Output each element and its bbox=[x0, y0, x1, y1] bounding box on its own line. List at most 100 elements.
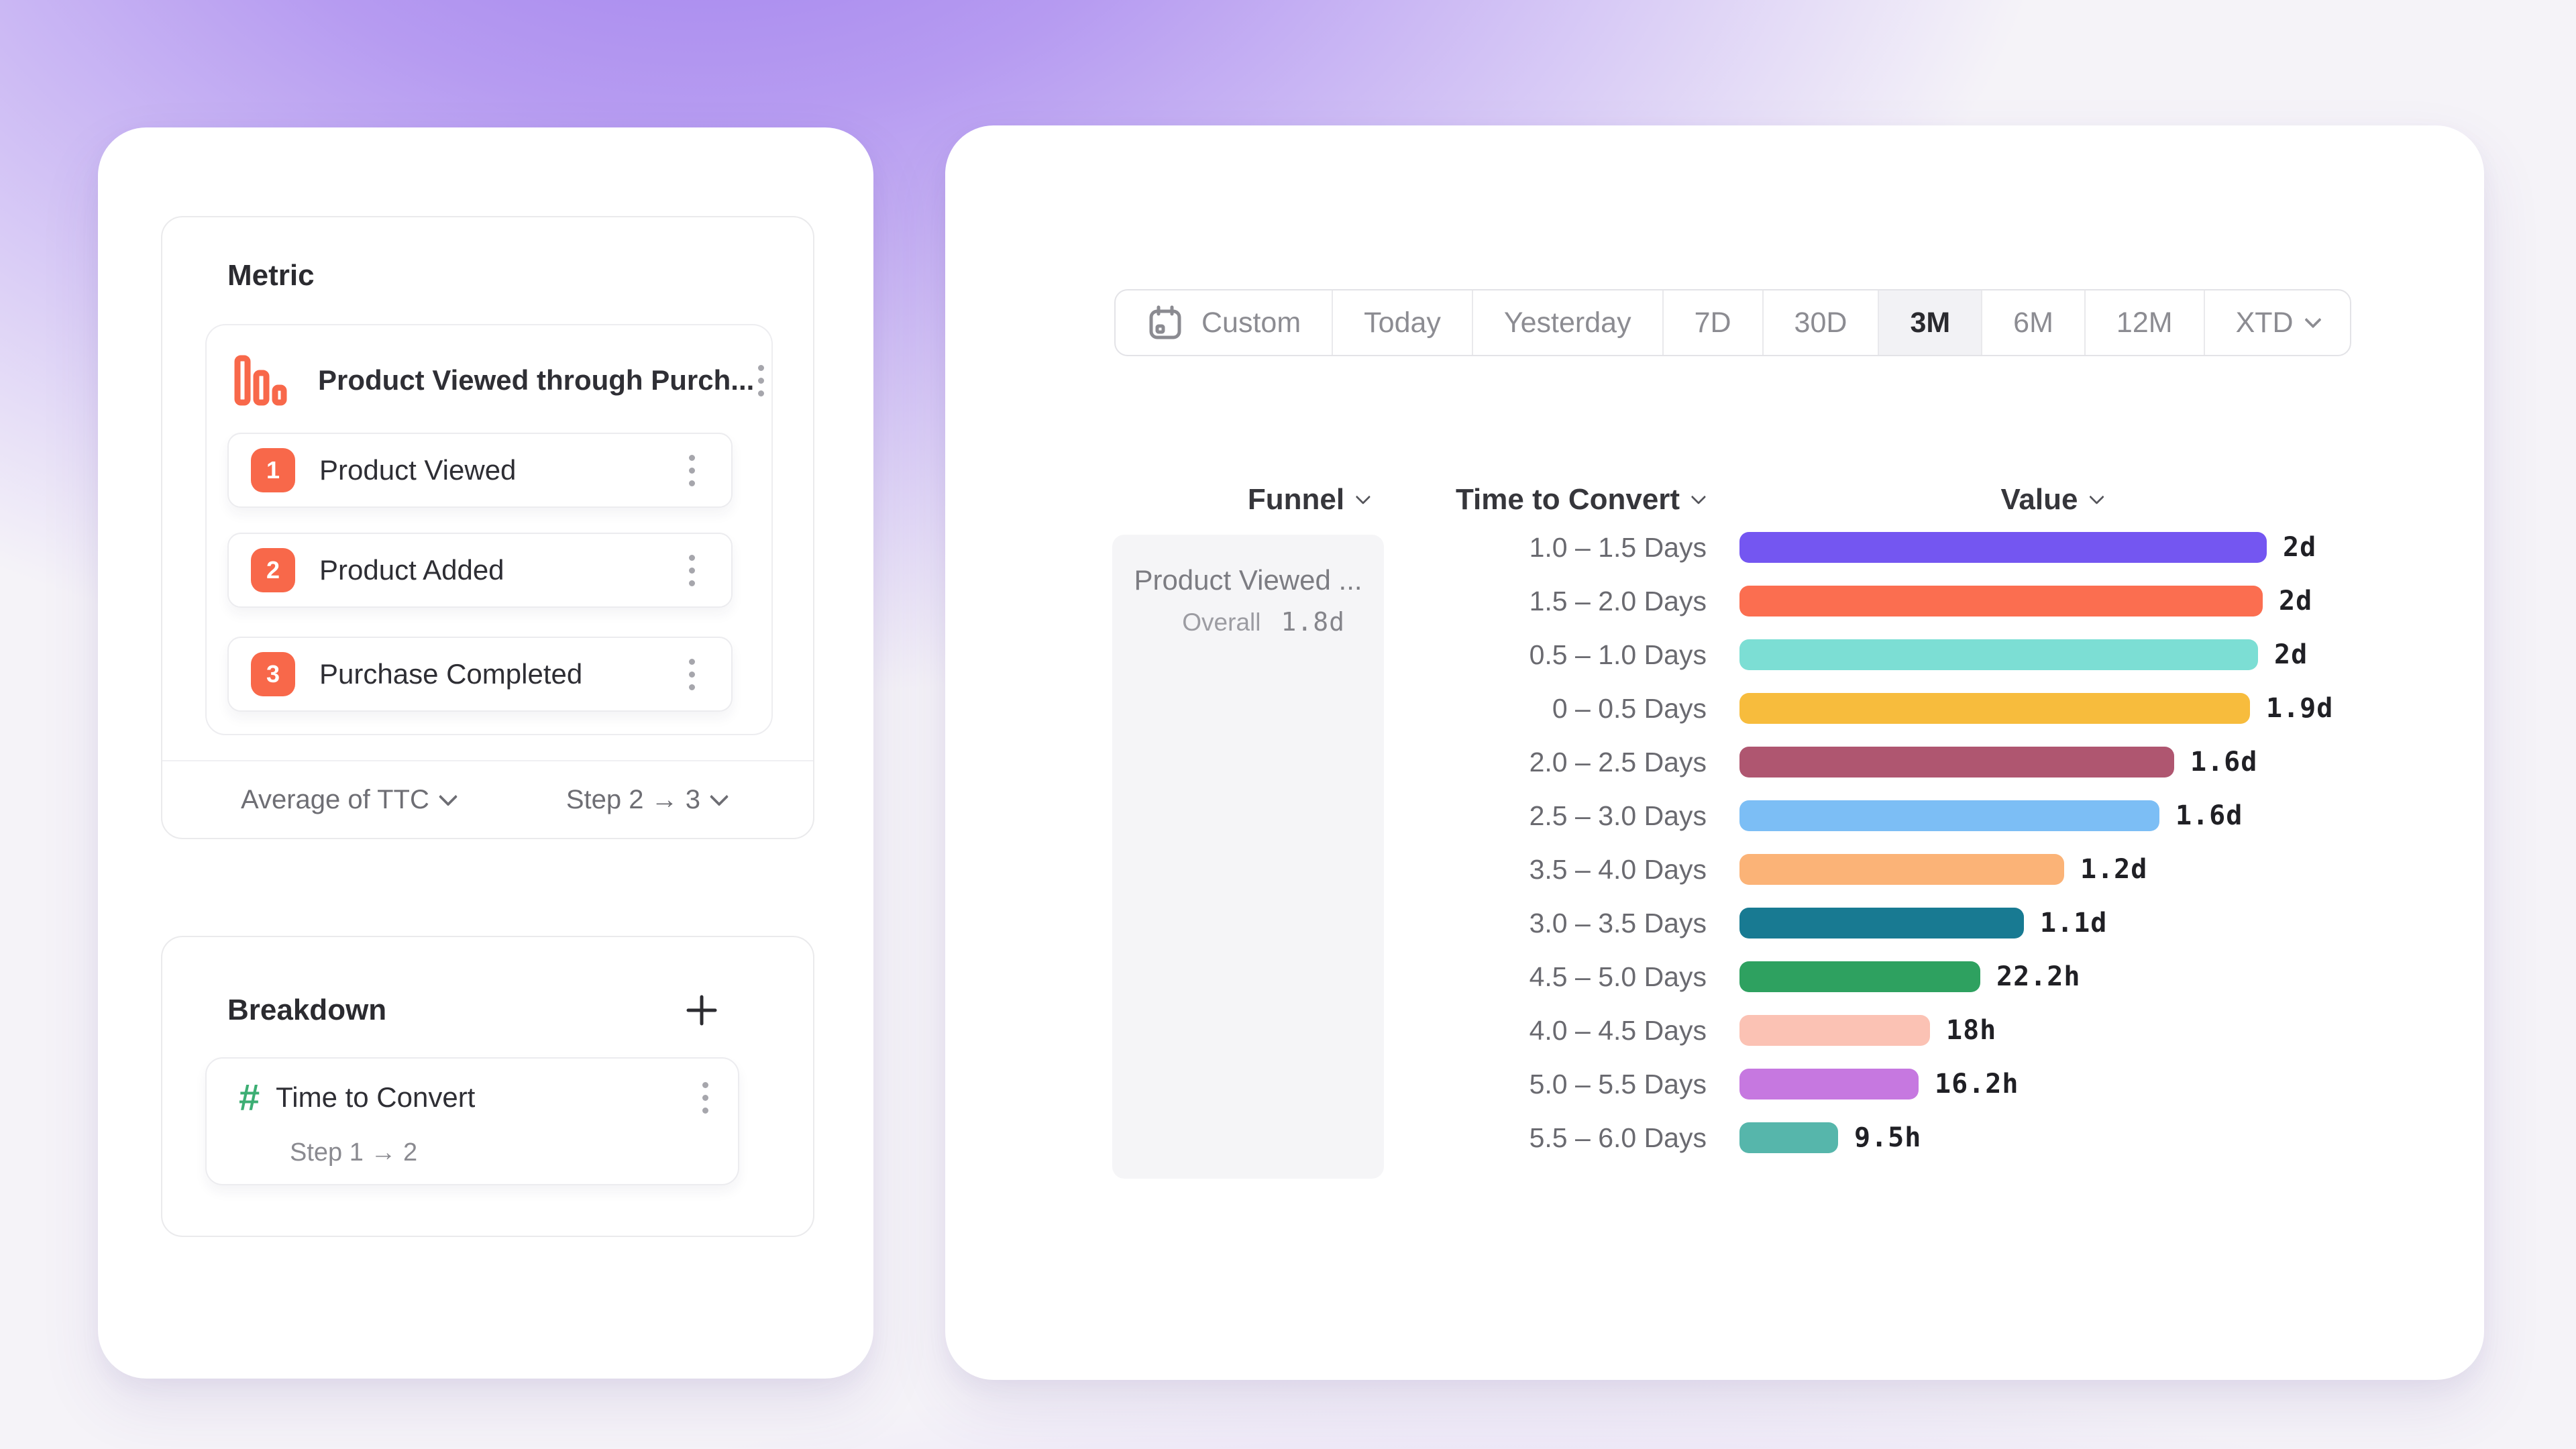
date-range-tab-yesterday[interactable]: Yesterday bbox=[1473, 290, 1664, 355]
date-range-selector: Custom Today Yesterday 7D 30D 3M 6M 12M XTD bbox=[1114, 289, 2351, 356]
date-range-tab-label: Yesterday bbox=[1503, 306, 1631, 339]
calendar-icon bbox=[1146, 304, 1184, 341]
bar-category-label: 4.0 – 4.5 Days bbox=[1529, 1014, 1707, 1046]
breakdown-bar-row: 2.5 – 3.0 Days 1.6d bbox=[945, 800, 2484, 831]
bar[interactable] bbox=[1739, 961, 1980, 992]
date-range-tab-label: XTD bbox=[2235, 306, 2294, 339]
bar[interactable] bbox=[1739, 1122, 1838, 1153]
funnel-metric-header[interactable]: Product Viewed through Purch... bbox=[233, 352, 765, 409]
date-range-tab-label: 7D bbox=[1694, 306, 1731, 339]
breakdown-bar-row: 4.0 – 4.5 Days 18h bbox=[945, 1015, 2484, 1046]
bar-value-label: 1.9d bbox=[2266, 693, 2334, 724]
breakdown-item-label: Time to Convert bbox=[276, 1081, 476, 1113]
date-range-tab-today[interactable]: Today bbox=[1333, 290, 1473, 355]
kebab-menu-icon[interactable] bbox=[754, 361, 768, 400]
measurement-dropdown-label: Average of TTC bbox=[241, 784, 429, 814]
kebab-menu-icon[interactable] bbox=[685, 551, 699, 590]
chevron-down-icon bbox=[1690, 489, 1707, 505]
metric-footer: Average of TTC Step 2 → 3 bbox=[162, 760, 813, 838]
bar[interactable] bbox=[1739, 639, 2258, 670]
plus-icon bbox=[686, 995, 717, 1026]
step-number-badge: 3 bbox=[251, 652, 295, 696]
bar-value-label: 18h bbox=[1946, 1015, 1997, 1046]
chevron-down-icon bbox=[709, 787, 729, 806]
funnel-step-product-viewed[interactable]: 1 Product Viewed bbox=[227, 433, 733, 508]
chevron-down-icon bbox=[2304, 311, 2322, 329]
bar[interactable] bbox=[1739, 747, 2174, 777]
bar[interactable] bbox=[1739, 854, 2064, 885]
breakdown-section: Breakdown # Time to Convert Step 1 → 2 bbox=[161, 936, 814, 1237]
measurement-dropdown[interactable]: Average of TTC bbox=[241, 784, 458, 815]
date-range-tab-12m[interactable]: 12M bbox=[2086, 290, 2205, 355]
bar-category-label: 1.0 – 1.5 Days bbox=[1529, 531, 1707, 563]
date-range-tab-3m[interactable]: 3M bbox=[1879, 290, 1983, 355]
bar-value-label: 22.2h bbox=[1996, 961, 2081, 992]
breakdown-bar-row: 0.5 – 1.0 Days 2d bbox=[945, 639, 2484, 670]
overall-label: Overall bbox=[1182, 608, 1261, 636]
bar-value-label: 1.6d bbox=[2176, 800, 2243, 831]
funnel-cell[interactable]: Product Viewed ... Overall 1.8d bbox=[1112, 535, 1384, 1179]
date-range-tab-xtd[interactable]: XTD bbox=[2205, 290, 2350, 355]
step-number-badge: 2 bbox=[251, 548, 295, 592]
funnel-column-header[interactable]: Funnel bbox=[1247, 483, 1371, 517]
time-to-convert-column-header[interactable]: Time to Convert bbox=[1455, 483, 1707, 517]
funnel-column-header-label: Funnel bbox=[1247, 483, 1345, 516]
bar-category-label: 0.5 – 1.0 Days bbox=[1529, 639, 1707, 670]
kebab-menu-icon[interactable] bbox=[685, 655, 699, 694]
report-panel: Custom Today Yesterday 7D 30D 3M 6M 12M XTD Funn… bbox=[945, 125, 2484, 1380]
step-range-dropdown-label: Step 2 → 3 bbox=[566, 784, 700, 814]
date-range-tab-custom[interactable]: Custom bbox=[1116, 290, 1334, 355]
bar[interactable] bbox=[1739, 1015, 1930, 1046]
step-range-dropdown[interactable]: Step 2 → 3 bbox=[566, 784, 729, 815]
bar[interactable] bbox=[1739, 1069, 1919, 1099]
overall-value: 1.8d bbox=[1281, 607, 1345, 637]
funnel-cell-name: Product Viewed ... bbox=[1134, 564, 1362, 596]
funnel-step-purchase-completed[interactable]: 3 Purchase Completed bbox=[227, 637, 733, 712]
date-range-tab-6m[interactable]: 6M bbox=[1982, 290, 2086, 355]
date-range-tab-label: 3M bbox=[1910, 306, 1951, 339]
breakdown-section-title: Breakdown bbox=[227, 994, 387, 1026]
value-column-header[interactable]: Value bbox=[2000, 483, 2104, 517]
kebab-menu-icon[interactable] bbox=[698, 1078, 712, 1118]
funnel-step-product-added[interactable]: 2 Product Added bbox=[227, 533, 733, 608]
breakdown-bar-row: 4.5 – 5.0 Days 22.2h bbox=[945, 961, 2484, 992]
breakdown-bar-row: 3.0 – 3.5 Days 1.1d bbox=[945, 908, 2484, 938]
metric-section: Metric Product Viewed through Purch... 1… bbox=[161, 216, 814, 839]
funnel-chart-icon bbox=[233, 354, 288, 407]
bar-category-label: 2.0 – 2.5 Days bbox=[1529, 746, 1707, 777]
step-label: Product Added bbox=[319, 554, 504, 586]
time-to-convert-column-header-label: Time to Convert bbox=[1455, 483, 1680, 516]
bar-value-label: 2d bbox=[2274, 639, 2308, 670]
breakdown-bar-row: 0 – 0.5 Days 1.9d bbox=[945, 693, 2484, 724]
kebab-menu-icon[interactable] bbox=[685, 451, 699, 490]
date-range-tab-30d[interactable]: 30D bbox=[1764, 290, 1880, 355]
value-column-header-label: Value bbox=[2000, 483, 2078, 516]
step-label: Product Viewed bbox=[319, 454, 517, 486]
breakdown-bar-row: 1.5 – 2.0 Days 2d bbox=[945, 586, 2484, 616]
bar[interactable] bbox=[1739, 532, 2267, 563]
bar-value-label: 9.5h bbox=[1854, 1122, 1922, 1153]
bar-category-label: 1.5 – 2.0 Days bbox=[1529, 585, 1707, 616]
date-range-tab-label: Custom bbox=[1201, 306, 1301, 339]
funnel-metric-group: Product Viewed through Purch... 1 Product… bbox=[205, 324, 773, 735]
bar-category-label: 5.5 – 6.0 Days bbox=[1529, 1122, 1707, 1153]
bar[interactable] bbox=[1739, 908, 2024, 938]
add-breakdown-button[interactable] bbox=[684, 993, 719, 1028]
bar[interactable] bbox=[1739, 693, 2250, 724]
bar-value-label: 1.1d bbox=[2040, 908, 2108, 938]
breakdown-bar-row: 5.0 – 5.5 Days 16.2h bbox=[945, 1069, 2484, 1099]
date-range-tab-label: 30D bbox=[1794, 306, 1847, 339]
breakdown-bar-row: 5.5 – 6.0 Days 9.5h bbox=[945, 1122, 2484, 1153]
query-builder-panel: Metric Product Viewed through Purch... 1… bbox=[98, 127, 873, 1379]
bar[interactable] bbox=[1739, 800, 2159, 831]
date-range-tab-label: 12M bbox=[2116, 306, 2173, 339]
breakdown-bar-row: 2.0 – 2.5 Days 1.6d bbox=[945, 747, 2484, 777]
breakdown-item[interactable]: # Time to Convert Step 1 → 2 bbox=[205, 1057, 739, 1185]
metric-section-title: Metric bbox=[227, 259, 315, 292]
bar[interactable] bbox=[1739, 586, 2263, 616]
step-number-badge: 1 bbox=[251, 448, 295, 492]
date-range-tab-label: Today bbox=[1364, 306, 1441, 339]
date-range-tab-7d[interactable]: 7D bbox=[1664, 290, 1764, 355]
bar-value-label: 1.2d bbox=[2080, 854, 2148, 885]
bar-category-label: 0 – 0.5 Days bbox=[1552, 692, 1707, 724]
